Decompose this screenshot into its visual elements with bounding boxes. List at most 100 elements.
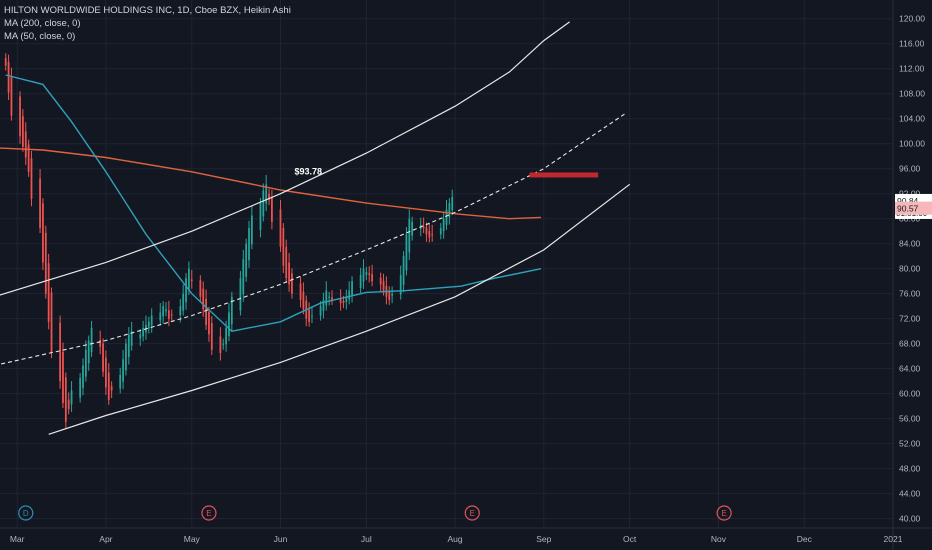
candle-body	[259, 203, 262, 230]
candle-body	[442, 218, 445, 232]
earnings-event-marker[interactable]	[716, 505, 732, 521]
price-tick-label: 48.00	[899, 464, 921, 474]
earnings-event-letter: E	[470, 509, 475, 518]
price-tick-label: 60.00	[899, 389, 921, 399]
candle-body	[331, 297, 333, 300]
price-tick-label: 96.00	[899, 164, 921, 174]
candle-body	[262, 190, 265, 217]
channel-middle-line[interactable]	[0, 112, 628, 366]
target-zone-box[interactable]	[529, 172, 599, 178]
candle-body	[167, 310, 170, 319]
candle-body	[399, 274, 402, 295]
price-tick-label: 116.00	[899, 39, 925, 49]
price-tick-label: 80.00	[899, 264, 921, 274]
last-price-text: 90.84	[897, 196, 919, 206]
candle-body	[242, 259, 245, 295]
candle-body	[110, 386, 113, 391]
channel-lower-line[interactable]	[48, 183, 631, 435]
price-tick-label: 104.00	[899, 114, 925, 124]
candle-body	[10, 77, 13, 116]
time-tick-label: Jun	[274, 534, 288, 544]
candle-body	[230, 296, 233, 325]
legend-symbol: HILTON WORLDWIDE HOLDINGS INC, 1D, Cboe …	[4, 5, 291, 16]
legend-ma50: MA (50, close, 0)	[4, 31, 76, 42]
time-tick-label: Oct	[623, 534, 637, 544]
candle-body	[351, 281, 353, 295]
candle-body	[19, 96, 21, 137]
candle-body	[445, 209, 448, 225]
candle-body	[185, 278, 187, 303]
candle-body	[47, 263, 50, 322]
price-tick-label: 68.00	[899, 339, 921, 349]
price-tick-label: 100.00	[899, 139, 925, 149]
candle-body	[319, 306, 322, 316]
earnings-event-marker[interactable]	[464, 505, 480, 521]
earnings-event-letter: E	[721, 509, 726, 518]
candle-body	[24, 131, 27, 158]
candle-body	[248, 228, 250, 261]
candle-body	[285, 246, 288, 279]
candle-body	[99, 339, 102, 347]
time-tick-label: Mar	[10, 534, 25, 544]
candle-body	[90, 328, 93, 352]
candle-body	[282, 228, 285, 266]
peak-price-label: $93.78	[295, 167, 323, 177]
candle-body	[30, 158, 33, 199]
candle-body	[22, 116, 24, 147]
candle-body	[325, 290, 328, 306]
candle-body	[27, 144, 30, 172]
candle-body	[127, 334, 130, 358]
candle-body	[190, 279, 193, 282]
time-tick-label: May	[184, 534, 201, 544]
ma-value-tag	[895, 201, 932, 215]
price-tick-label: 52.00	[899, 439, 921, 449]
price-tick-label: 44.00	[899, 489, 921, 499]
candle-body	[302, 291, 305, 310]
candle-body	[439, 228, 442, 235]
candle-body	[228, 312, 230, 337]
candle-body	[365, 271, 368, 276]
candle-body	[428, 230, 431, 238]
candle-body	[147, 321, 150, 329]
candle-body	[39, 178, 41, 229]
candle-body	[322, 299, 325, 311]
candle-body	[291, 273, 293, 294]
candle-body	[222, 343, 225, 345]
candle-body	[250, 215, 253, 245]
candle-body	[64, 377, 67, 422]
candle-body	[122, 359, 124, 382]
candle-body	[165, 309, 167, 312]
candle-body	[411, 221, 414, 236]
ma50-line[interactable]	[5, 74, 542, 332]
dividend-event-marker[interactable]	[18, 505, 34, 521]
price-tick-label: 64.00	[899, 364, 921, 374]
candle-body	[371, 274, 373, 282]
candle-body	[451, 196, 454, 211]
candle-body	[208, 311, 210, 335]
time-tick-label: Aug	[448, 534, 463, 544]
candle-body	[345, 296, 348, 302]
time-tick-label: Dec	[797, 534, 813, 544]
price-tick-label: 120.00	[899, 14, 925, 24]
candle-body	[59, 322, 61, 382]
ma200-line[interactable]	[0, 147, 542, 220]
candle-body	[362, 268, 365, 282]
candle-body	[179, 306, 182, 316]
candle-body	[339, 298, 342, 304]
candle-body	[62, 351, 64, 404]
candle-body	[299, 283, 302, 300]
candle-body	[162, 306, 165, 317]
candle-body	[130, 331, 133, 346]
candle-body	[348, 290, 351, 300]
time-tick-label: Nov	[711, 534, 727, 544]
price-tick-label: 56.00	[899, 414, 921, 424]
candle-body	[119, 374, 122, 389]
candle-body	[379, 277, 382, 285]
earnings-event-marker[interactable]	[201, 505, 217, 521]
candle-body	[225, 328, 227, 345]
channel-upper-line[interactable]	[0, 21, 570, 297]
candle-body	[42, 203, 44, 263]
candle-body	[265, 184, 268, 204]
